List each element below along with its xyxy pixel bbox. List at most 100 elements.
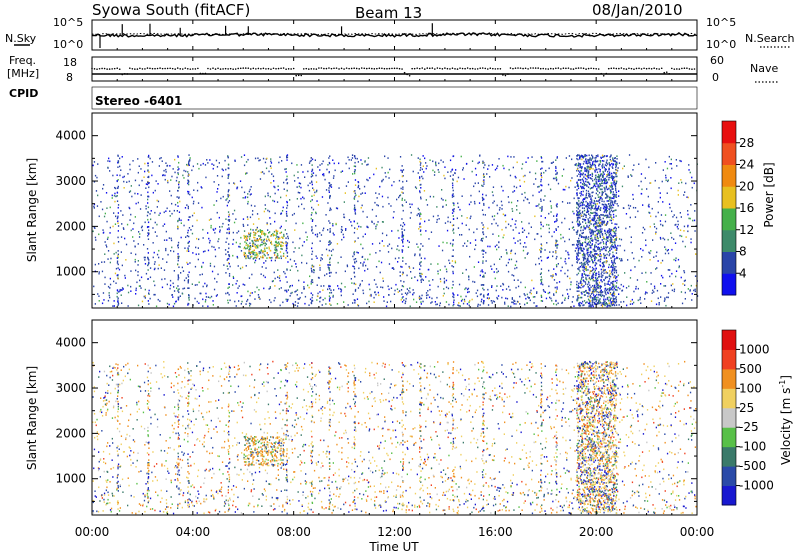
scatter-point — [585, 205, 588, 207]
scatter-point — [177, 205, 179, 207]
scatter-point — [587, 169, 589, 172]
scatter-point — [106, 246, 108, 248]
scatter-point — [608, 212, 611, 214]
scatter-point — [585, 189, 588, 192]
scatter-point — [157, 267, 159, 270]
scatter-point — [354, 302, 356, 304]
scatter-point — [117, 160, 119, 162]
scatter-point — [95, 190, 98, 192]
scatter-point — [578, 237, 580, 240]
nave-point — [683, 67, 686, 70]
scatter-point — [587, 206, 590, 209]
scatter-point — [687, 224, 689, 227]
scatter-point — [611, 241, 613, 244]
scatter-point — [498, 241, 500, 243]
scatter-point — [308, 162, 311, 164]
scatter-point — [273, 200, 276, 203]
scatter-point — [492, 194, 494, 197]
scatter-point — [275, 234, 277, 237]
scatter-point — [610, 303, 612, 305]
scatter-point — [315, 190, 318, 193]
scatter-point — [481, 222, 483, 224]
scatter-point — [227, 268, 229, 270]
scatter-point — [596, 286, 598, 288]
scatter-point — [613, 239, 615, 241]
nave-point — [391, 67, 393, 70]
scatter-point — [602, 294, 604, 297]
scatter-point — [581, 203, 584, 205]
scatter-point — [599, 300, 601, 303]
scatter-point — [615, 252, 618, 254]
scatter-point — [683, 230, 685, 232]
scatter-point — [493, 215, 496, 217]
scatter-point — [560, 257, 562, 260]
scatter-point — [580, 166, 582, 168]
scatter-point — [315, 255, 317, 257]
scatter-point — [540, 156, 542, 158]
scatter-point — [615, 215, 617, 217]
scatter-point — [578, 197, 580, 199]
scatter-point — [391, 184, 393, 187]
scatter-point — [254, 261, 256, 264]
scatter-point — [262, 250, 264, 252]
scatter-point — [473, 200, 476, 203]
scatter-point — [285, 171, 287, 173]
scatter-point — [584, 263, 586, 266]
scatter-point — [599, 230, 601, 233]
scatter-point — [404, 199, 406, 201]
scatter-point — [576, 280, 578, 283]
scatter-point — [574, 250, 576, 252]
scatter-point — [405, 263, 407, 265]
scatter-point — [255, 244, 258, 247]
scatter-point — [104, 241, 106, 243]
scatter-point — [148, 229, 150, 232]
scatter-point — [603, 255, 605, 257]
scatter-point — [227, 219, 229, 221]
scatter-point — [121, 156, 123, 158]
scatter-point — [382, 205, 384, 208]
scatter-point — [191, 196, 193, 199]
scatter-point — [265, 243, 267, 245]
scatter-point — [596, 189, 598, 191]
scatter-point — [252, 240, 254, 242]
scatter-point — [598, 205, 600, 208]
scatter-point — [615, 165, 617, 167]
scatter-point — [603, 301, 605, 303]
scatter-point — [591, 230, 593, 233]
scatter-point — [103, 261, 106, 263]
scatter-point — [443, 277, 445, 280]
scatter-point — [529, 171, 531, 174]
scatter-point — [240, 250, 243, 252]
scatter-point — [555, 176, 557, 179]
scatter-point — [101, 270, 104, 273]
noise-sky-trace — [91, 32, 698, 38]
scatter-point — [586, 174, 588, 177]
scatter-point — [581, 155, 583, 157]
scatter-point — [226, 265, 228, 267]
scatter-point — [128, 180, 130, 183]
scatter-point — [599, 225, 601, 227]
scatter-point — [608, 208, 611, 211]
scatter-point — [676, 226, 678, 228]
nave-point — [602, 75, 605, 77]
scatter-point — [519, 212, 521, 214]
nave-point — [209, 68, 212, 70]
scatter-point — [591, 154, 593, 157]
scatter-point — [452, 179, 454, 181]
scatter-point — [361, 192, 364, 194]
scatter-point — [393, 181, 395, 183]
scatter-point — [353, 252, 355, 254]
scatter-point — [388, 243, 391, 246]
scatter-point — [246, 172, 248, 174]
nave-point — [373, 68, 376, 70]
scatter-point — [604, 282, 606, 285]
scatter-point — [243, 237, 246, 239]
scatter-point — [555, 291, 557, 294]
scatter-point — [393, 211, 395, 213]
scatter-point — [156, 253, 159, 256]
scatter-point — [628, 285, 630, 288]
scatter-point — [442, 205, 444, 208]
scatter-point — [494, 277, 496, 280]
scatter-point — [666, 192, 668, 194]
scatter-point — [302, 222, 304, 225]
